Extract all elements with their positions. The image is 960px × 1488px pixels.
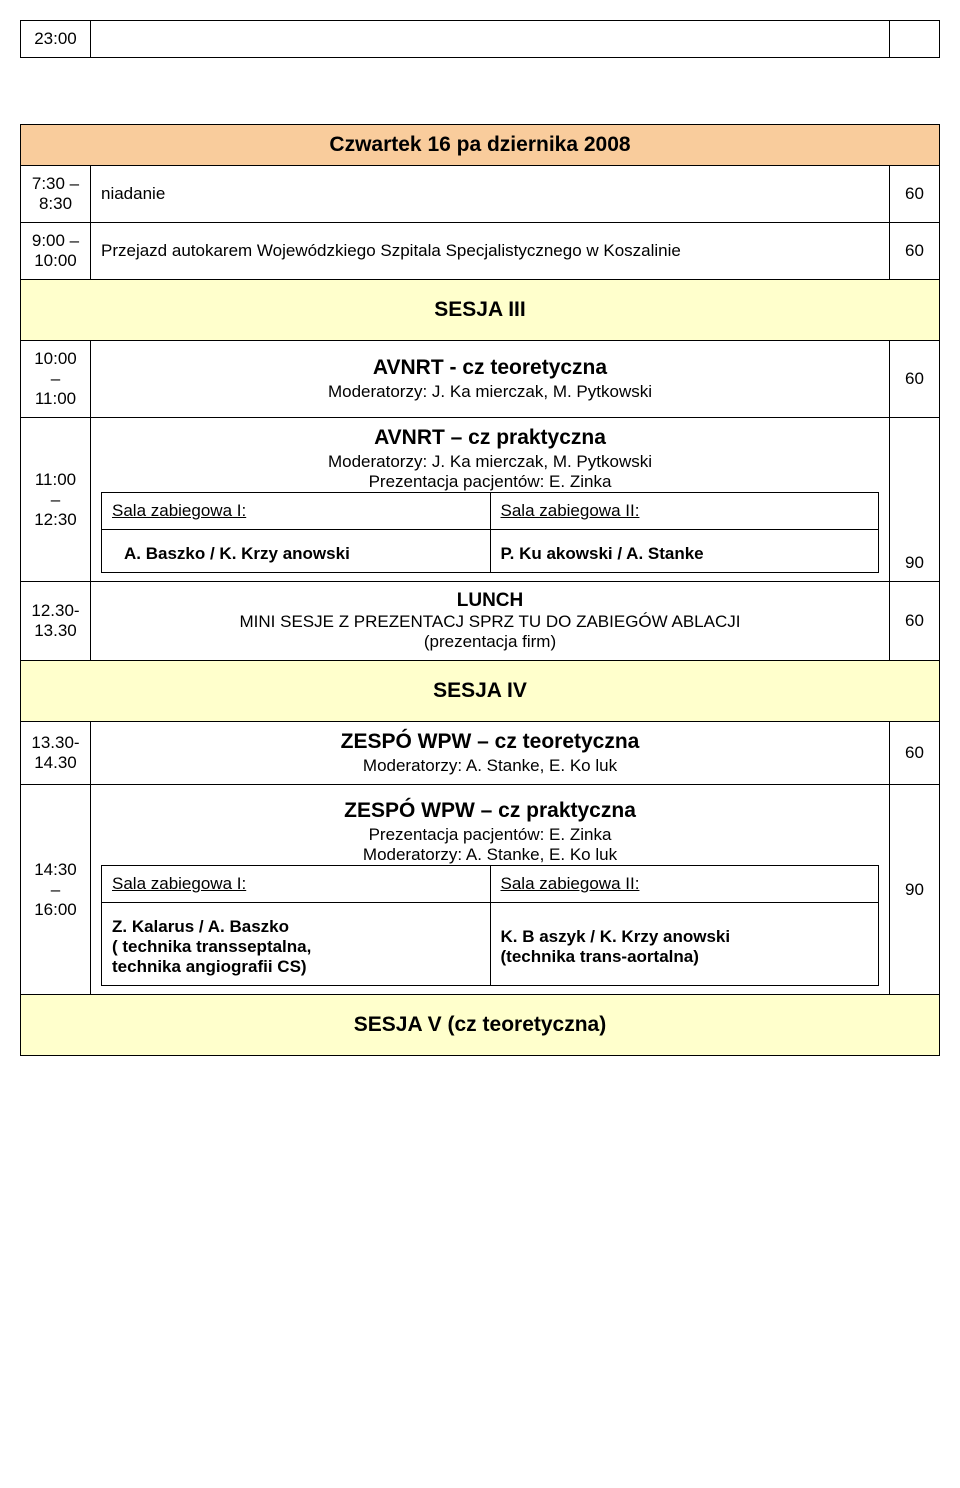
avnrt-practice-patients: Prezentacja pacjentów: E. Zinka [101, 472, 879, 492]
breakfast-time: 7:30 – 8:30 [21, 166, 91, 223]
transfer-label: Przejazd autokarem Wojewódzkiego Szpital… [91, 223, 890, 280]
wpw-theory-dur: 60 [890, 722, 940, 785]
wpw-room1-label: Sala zabiegowa I: [112, 874, 246, 893]
wpw-practice-row: 14:30 – 16:00 ZESPÓ WPW – cz praktyczna … [21, 785, 940, 995]
avnrt-practice-row: 11:00 – 12:30 AVNRT – cz praktyczna Mode… [21, 418, 940, 582]
empty-cell-dur [890, 21, 940, 58]
avnrt-practice-time: 11:00 – 12:30 [21, 418, 91, 582]
session5-title: SESJA V (cz teoretyczna) [21, 995, 940, 1056]
session4-header-row: SESJA IV [21, 661, 940, 722]
avnrt-room2-label: Sala zabiegowa II: [501, 501, 640, 520]
avnrt-room1-pres: A. Baszko / K. Krzy anowski [124, 544, 350, 563]
session5-header-row: SESJA V (cz teoretyczna) [21, 995, 940, 1056]
avnrt-theory-mods: Moderatorzy: J. Ka mierczak, M. Pytkowsk… [101, 382, 879, 402]
empty-cell-main [91, 21, 890, 58]
avnrt-theory-time: 10:00 – 11:00 [21, 341, 91, 418]
wpw-practice-patients: Prezentacja pacjentów: E. Zinka [101, 825, 879, 845]
avnrt-room2-pres: P. Ku akowski / A. Stanke [501, 544, 704, 563]
lunch-row: 12.30-13.30 LUNCH MINI SESJE Z PREZENTAC… [21, 582, 940, 661]
avnrt-practice-title: AVNRT – cz praktyczna [101, 426, 879, 450]
avnrt-practice-mods: Moderatorzy: J. Ka mierczak, M. Pytkowsk… [101, 452, 879, 472]
breakfast-dur: 60 [890, 166, 940, 223]
banner-cell: Czwartek 16 pa dziernika 2008 [21, 125, 940, 166]
session3-header-row: SESJA III [21, 280, 940, 341]
top-empty-table: 23:00 [20, 20, 940, 58]
avnrt-theory-title: AVNRT - cz teoretyczna [101, 356, 879, 380]
wpw-room1-note2: technika angiografii CS) [112, 957, 480, 977]
breakfast-label: niadanie [91, 166, 890, 223]
wpw-theory-row: 13.30-14.30 ZESPÓ WPW – cz teoretyczna M… [21, 722, 940, 785]
avnrt-theory-row: 10:00 – 11:00 AVNRT - cz teoretyczna Mod… [21, 341, 940, 418]
transfer-dur: 60 [890, 223, 940, 280]
wpw-room1-pres: Z. Kalarus / A. Baszko [112, 917, 480, 937]
wpw-room2-note: (technika trans-aortalna) [501, 947, 869, 967]
session4-title: SESJA IV [21, 661, 940, 722]
wpw-room1-note1: ( technika transseptalna, [112, 937, 480, 957]
wpw-theory-mods: Moderatorzy: A. Stanke, E. Ko luk [101, 756, 879, 776]
wpw-practice-cell: ZESPÓ WPW – cz praktyczna Prezentacja pa… [91, 785, 890, 995]
wpw-practice-dur: 90 [890, 785, 940, 995]
avnrt-room1-label: Sala zabiegowa I: [112, 501, 246, 520]
avnrt-rooms-table: Sala zabiegowa I: Sala zabiegowa II: A. … [101, 492, 879, 573]
wpw-theory-title: ZESPÓ WPW – cz teoretyczna [101, 730, 879, 754]
wpw-room2-pres: K. B aszyk / K. Krzy anowski [501, 927, 869, 947]
time-2300: 23:00 [21, 21, 91, 58]
wpw-practice-mods: Moderatorzy: A. Stanke, E. Ko luk [101, 845, 879, 865]
lunch-sub1: MINI SESJE Z PREZENTACJ SPRZ TU DO ZABIE… [101, 612, 879, 632]
lunch-dur: 60 [890, 582, 940, 661]
lunch-time: 12.30-13.30 [21, 582, 91, 661]
banner-row: Czwartek 16 pa dziernika 2008 [21, 125, 940, 166]
wpw-practice-title: ZESPÓ WPW – cz praktyczna [101, 799, 879, 823]
wpw-room2-label: Sala zabiegowa II: [501, 874, 640, 893]
transfer-time: 9:00 – 10:00 [21, 223, 91, 280]
session3-title: SESJA III [21, 280, 940, 341]
wpw-rooms-table: Sala zabiegowa I: Sala zabiegowa II: Z. … [101, 865, 879, 986]
lunch-cell: LUNCH MINI SESJE Z PREZENTACJ SPRZ TU DO… [91, 582, 890, 661]
wpw-theory-cell: ZESPÓ WPW – cz teoretyczna Moderatorzy: … [91, 722, 890, 785]
wpw-theory-time: 13.30-14.30 [21, 722, 91, 785]
lunch-sub2: (prezentacja firm) [101, 632, 879, 652]
breakfast-row: 7:30 – 8:30 niadanie 60 [21, 166, 940, 223]
lunch-title: LUNCH [101, 590, 879, 612]
wpw-practice-time: 14:30 – 16:00 [21, 785, 91, 995]
main-schedule-table: Czwartek 16 pa dziernika 2008 7:30 – 8:3… [20, 124, 940, 1056]
avnrt-practice-dur: 90 [890, 418, 940, 582]
transfer-row: 9:00 – 10:00 Przejazd autokarem Wojewódz… [21, 223, 940, 280]
avnrt-practice-cell: AVNRT – cz praktyczna Moderatorzy: J. Ka… [91, 418, 890, 582]
avnrt-theory-dur: 60 [890, 341, 940, 418]
avnrt-theory-cell: AVNRT - cz teoretyczna Moderatorzy: J. K… [91, 341, 890, 418]
row-2300: 23:00 [21, 21, 940, 58]
